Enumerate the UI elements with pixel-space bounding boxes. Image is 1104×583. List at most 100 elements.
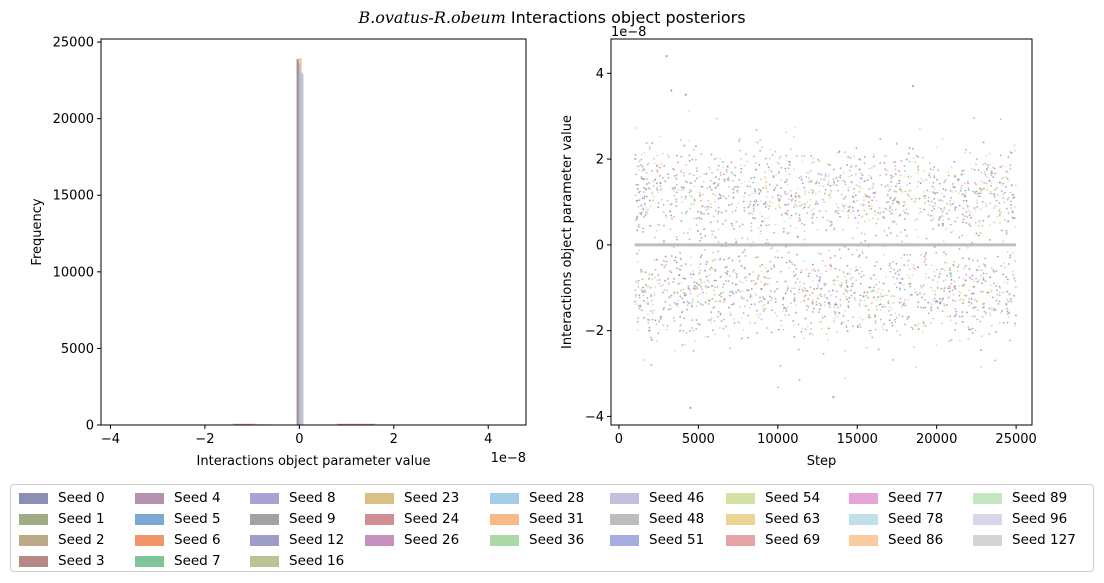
- scatter-point: [795, 200, 797, 202]
- scatter-point: [838, 284, 841, 286]
- scatter-point: [774, 207, 777, 210]
- scatter-point: [653, 157, 656, 160]
- scatter-point: [636, 187, 639, 190]
- scatter-point: [912, 157, 915, 160]
- scatter-point: [864, 193, 867, 195]
- scatter-point: [933, 275, 936, 277]
- scatter-point: [855, 165, 857, 168]
- scatter-point: [770, 296, 773, 299]
- scatter-point: [972, 285, 975, 288]
- scatter-point: [717, 164, 720, 167]
- scatter-point: [764, 157, 767, 160]
- scatter-point: [693, 281, 696, 284]
- scatter-point: [883, 253, 885, 256]
- scatter-point: [1008, 311, 1011, 314]
- scatter-point: [988, 180, 991, 182]
- scatter-point: [1005, 229, 1008, 232]
- legend-item: Seed 9: [250, 509, 336, 529]
- scatter-point: [770, 299, 773, 301]
- scatter-point: [853, 296, 856, 299]
- scatter-point: [743, 209, 746, 212]
- scatter-point: [705, 285, 707, 288]
- scatter-point: [978, 265, 981, 268]
- scatter-point: [930, 306, 933, 309]
- scatter-point: [898, 287, 901, 290]
- scatter-point: [765, 187, 768, 190]
- scatter-point: [747, 289, 750, 292]
- scatter-point: [808, 294, 811, 296]
- scatter-point: [637, 317, 640, 319]
- legend-label: Seed 78: [888, 511, 944, 527]
- scatter-point: [828, 290, 831, 293]
- scatter-point: [876, 291, 878, 293]
- scatter-point: [755, 200, 758, 203]
- scatter-point: [981, 290, 984, 293]
- scatter-point: [695, 282, 698, 285]
- scatter-point: [779, 206, 782, 209]
- scatter-point: [634, 194, 637, 197]
- scatter-point: [988, 192, 991, 195]
- legend-item: Seed 4: [135, 488, 221, 508]
- scatter-point: [637, 282, 639, 284]
- scatter-point: [811, 311, 814, 313]
- scatter-point: [700, 281, 703, 284]
- scatter-point: [771, 154, 774, 157]
- scatter-point: [700, 199, 702, 202]
- scatter-point: [885, 208, 888, 210]
- scatter-point: [767, 300, 770, 303]
- scatter-point: [969, 225, 972, 227]
- scatter-point: [843, 207, 845, 209]
- scatter-point: [644, 271, 647, 274]
- scatter-point: [933, 174, 935, 177]
- scatter-point: [806, 290, 809, 292]
- scatter-point: [911, 147, 914, 150]
- scatter-point: [917, 328, 920, 331]
- scatter-point: [931, 209, 933, 212]
- scatter-point: [972, 292, 975, 295]
- scatter-point: [835, 210, 837, 212]
- scatter-point: [973, 298, 976, 301]
- scatter-point: [649, 224, 652, 227]
- scatter-point: [711, 298, 714, 300]
- scatter-point: [752, 207, 755, 210]
- scatter-point: [839, 215, 841, 218]
- scatter-point: [910, 293, 912, 296]
- scatter-point: [896, 277, 899, 280]
- scatter-point: [652, 312, 654, 315]
- scatter-point: [750, 287, 753, 290]
- scatter-point: [641, 209, 644, 211]
- scatter-point: [941, 215, 944, 217]
- scatter-point: [640, 213, 643, 216]
- scatter-point: [820, 295, 823, 298]
- scatter-point: [859, 158, 862, 161]
- scatter-point: [933, 198, 936, 200]
- scatter-point: [656, 186, 658, 189]
- scatter-point: [757, 193, 760, 195]
- scatter-point: [884, 306, 887, 309]
- scatter-point: [972, 307, 975, 309]
- scatter-point: [949, 272, 952, 274]
- scatter-point: [840, 281, 843, 284]
- scatter-point: [759, 212, 761, 214]
- scatter-point: [648, 326, 651, 329]
- scatter-point: [773, 290, 776, 293]
- scatter-point: [807, 171, 810, 174]
- legend-label: Seed 0: [58, 490, 105, 506]
- scatter-point: [940, 268, 943, 271]
- scatter-point: [998, 209, 1001, 212]
- scatter-point: [985, 312, 987, 315]
- scatter-point: [651, 304, 654, 306]
- scatter-point: [967, 326, 970, 329]
- scatter-point: [735, 185, 738, 188]
- scatter-point: [850, 267, 852, 270]
- scatter-point: [818, 311, 820, 314]
- scatter-point: [887, 302, 890, 304]
- figure-title-rest: Interactions object posteriors: [505, 8, 746, 27]
- scatter-panel: 0 5000 10000 15000 20000 25000−4−20241e−8Step…: [560, 25, 1037, 469]
- scatter-point: [847, 300, 850, 303]
- legend-swatch: [849, 513, 878, 525]
- scatter-point: [754, 161, 757, 164]
- scatter-point: [861, 251, 864, 253]
- scatter-point: [734, 272, 737, 274]
- scatter-point: [952, 263, 955, 266]
